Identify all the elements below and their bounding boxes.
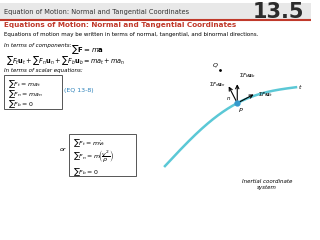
Text: Equation of Motion: Normal and Tangential Coordinates: Equation of Motion: Normal and Tangentia… <box>4 9 189 15</box>
Text: $\Sigma F_b\mathbf{u}_b$: $\Sigma F_b\mathbf{u}_b$ <box>239 72 256 80</box>
Text: Equations of Motion: Normal and Tangential Coordinates: Equations of Motion: Normal and Tangenti… <box>4 22 236 28</box>
Text: $t$: $t$ <box>298 83 302 91</box>
Text: $Q$: $Q$ <box>212 61 218 69</box>
FancyBboxPatch shape <box>69 134 136 176</box>
Text: $\sum F_b=0$: $\sum F_b=0$ <box>73 166 99 178</box>
Text: (EQ 13-8): (EQ 13-8) <box>64 88 94 93</box>
Text: $\sum F_n=ma_n$: $\sum F_n=ma_n$ <box>8 88 42 100</box>
Text: $\Sigma F_n\mathbf{u}_n$: $\Sigma F_n\mathbf{u}_n$ <box>209 80 226 89</box>
Text: $n$: $n$ <box>226 95 231 102</box>
FancyBboxPatch shape <box>4 75 62 109</box>
Text: $P$: $P$ <box>238 106 244 114</box>
Text: $\sum F_n=m\!\left(\dfrac{v^2}{\rho}\right)$: $\sum F_n=m\!\left(\dfrac{v^2}{\rho}\rig… <box>73 148 114 164</box>
Text: In terms of components:: In terms of components: <box>4 43 71 48</box>
Text: Equations of motion may be written in terms of normal, tangential, and binormal : Equations of motion may be written in te… <box>4 32 258 37</box>
Text: $\sum F_t=ma_t$: $\sum F_t=ma_t$ <box>8 78 41 90</box>
Text: $\sum\mathbf{F}=m\mathbf{a}$: $\sum\mathbf{F}=m\mathbf{a}$ <box>71 43 104 56</box>
Text: or: or <box>60 147 67 152</box>
Text: $\sum F_t\mathbf{u}_t+\sum F_n\mathbf{u}_n+\sum F_b\mathbf{u}_b=ma_t+ma_n$: $\sum F_t\mathbf{u}_t+\sum F_n\mathbf{u}… <box>6 54 125 66</box>
FancyBboxPatch shape <box>0 3 310 20</box>
Text: $\Sigma F_t\mathbf{u}_t$: $\Sigma F_t\mathbf{u}_t$ <box>258 90 274 99</box>
Text: In terms of scalar equations:: In terms of scalar equations: <box>4 67 83 72</box>
Text: 13.5: 13.5 <box>252 2 304 22</box>
Text: $\sum F_b=0$: $\sum F_b=0$ <box>8 98 33 110</box>
Text: $\sum F_t=m\dot{v}_t$: $\sum F_t=m\dot{v}_t$ <box>73 138 106 149</box>
Text: Inertial coordinate
system: Inertial coordinate system <box>242 179 292 191</box>
